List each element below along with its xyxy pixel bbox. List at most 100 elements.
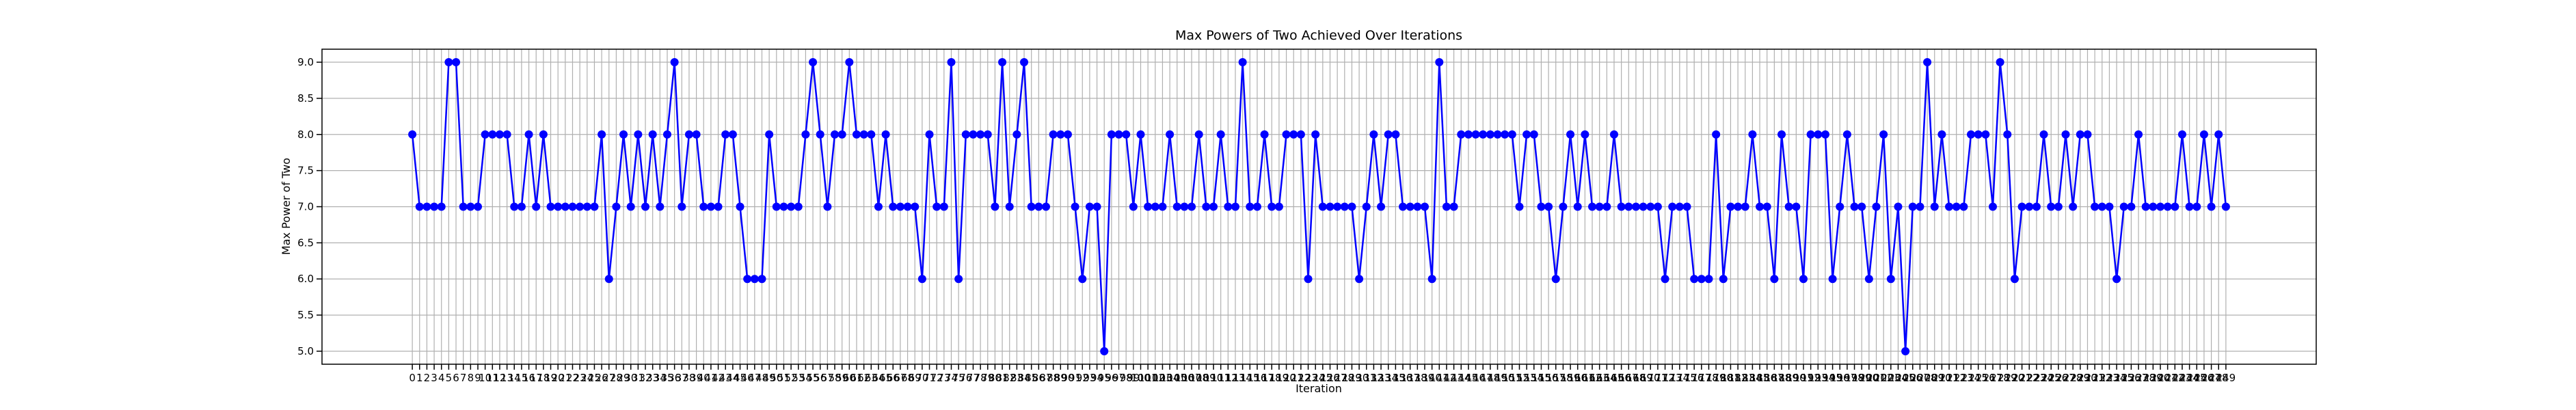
data-point	[947, 58, 956, 67]
y-tick-label: 8.0	[297, 128, 314, 141]
data-point	[881, 130, 890, 139]
x-tick-label: 25	[588, 372, 601, 384]
x-tick-label: 249	[2216, 372, 2236, 384]
y-tick-label: 7.0	[297, 201, 314, 213]
x-tick-label: 226	[2049, 372, 2069, 384]
data-point	[954, 275, 963, 284]
data-point	[1544, 202, 1553, 211]
x-tick-label: 165	[1605, 372, 1624, 384]
data-point	[684, 130, 693, 139]
data-point	[2127, 202, 2136, 211]
data-point	[1202, 202, 1211, 211]
data-point	[1020, 58, 1029, 67]
data-point	[1056, 130, 1065, 139]
data-point	[1675, 202, 1684, 211]
data-point	[1435, 58, 1444, 67]
x-tick-label: 121	[1284, 372, 1304, 384]
data-point	[2199, 130, 2208, 139]
data-point	[787, 202, 796, 211]
data-point	[1166, 130, 1175, 139]
data-point	[502, 130, 511, 139]
data-point	[1406, 202, 1414, 211]
x-tick-label: 227	[2056, 372, 2076, 384]
data-point	[561, 202, 569, 211]
x-tick-label: 66	[887, 372, 900, 384]
x-tick-label: 68	[901, 372, 914, 384]
data-point	[2221, 202, 2230, 211]
data-point	[656, 202, 665, 211]
x-tick-label: 63	[865, 372, 878, 384]
data-point	[2171, 202, 2179, 211]
data-point	[539, 130, 548, 139]
data-point	[2039, 130, 2048, 139]
x-tick-label: 52	[785, 372, 798, 384]
x-tick-label: 239	[2143, 372, 2163, 384]
x-tick-label: 159	[1561, 372, 1581, 384]
x-tick-label: 3	[431, 372, 438, 384]
data-point	[1842, 130, 1851, 139]
data-point	[1333, 202, 1342, 211]
data-point	[2097, 202, 2106, 211]
x-tick-label: 209	[1924, 372, 1944, 384]
x-tick-label: 48	[755, 372, 768, 384]
data-point	[765, 130, 774, 139]
x-tick-label: 218	[1990, 372, 2010, 384]
data-point	[1377, 202, 1386, 211]
x-tick-label: 124	[1306, 372, 1326, 384]
data-point	[772, 202, 781, 211]
x-tick-label: 183	[1735, 372, 1755, 384]
x-tick-label: 80	[989, 372, 1002, 384]
x-tick-label: 9	[474, 372, 481, 384]
data-point	[510, 202, 519, 211]
x-tick-label: 16	[522, 372, 535, 384]
x-tick-label: 232	[2092, 372, 2112, 384]
data-point	[779, 202, 788, 211]
x-tick-label: 141	[1430, 372, 1449, 384]
data-point	[524, 130, 533, 139]
x-tick-label: 225	[2041, 372, 2061, 384]
data-point	[1267, 202, 1276, 211]
data-point	[634, 130, 643, 139]
x-tick-label: 153	[1517, 372, 1537, 384]
x-axis-label: Iteration	[1296, 382, 1342, 395]
data-point	[430, 202, 439, 211]
x-tick-label: 149	[1488, 372, 1507, 384]
x-tick-label: 81	[996, 372, 1009, 384]
data-point	[1129, 202, 1138, 211]
data-point	[933, 202, 941, 211]
data-point	[925, 130, 934, 139]
x-tick-label: 215	[1968, 372, 1988, 384]
x-tick-label: 18	[537, 372, 550, 384]
data-point	[1609, 130, 1618, 139]
y-tick-label: 6.5	[297, 236, 314, 249]
x-tick-label: 179	[1706, 372, 1726, 384]
x-tick-label: 244	[2179, 372, 2199, 384]
data-point	[437, 202, 446, 211]
data-point	[1712, 130, 1721, 139]
data-point	[2141, 202, 2150, 211]
x-tick-label: 238	[2136, 372, 2156, 384]
data-point	[604, 275, 613, 284]
data-point	[1581, 130, 1589, 139]
data-point	[1653, 202, 1662, 211]
x-tick-label: 58	[828, 372, 841, 384]
data-point	[2149, 202, 2158, 211]
x-tick-label: 33	[646, 372, 659, 384]
x-tick-label: 171	[1648, 372, 1668, 384]
x-tick-label: 75	[952, 372, 965, 384]
x-tick-label: 219	[1998, 372, 2017, 384]
x-tick-label: 61	[850, 372, 863, 384]
data-point	[2207, 202, 2216, 211]
data-point	[1734, 202, 1743, 211]
data-point	[481, 130, 489, 139]
data-point	[1799, 275, 1808, 284]
data-point	[1144, 202, 1153, 211]
data-point	[568, 202, 577, 211]
data-point	[554, 202, 563, 211]
x-tick-label: 175	[1677, 372, 1697, 384]
data-point	[1246, 202, 1255, 211]
data-point	[1238, 58, 1247, 67]
data-point	[823, 202, 832, 211]
data-point	[2017, 202, 2026, 211]
x-tick-label: 137	[1400, 372, 1420, 384]
